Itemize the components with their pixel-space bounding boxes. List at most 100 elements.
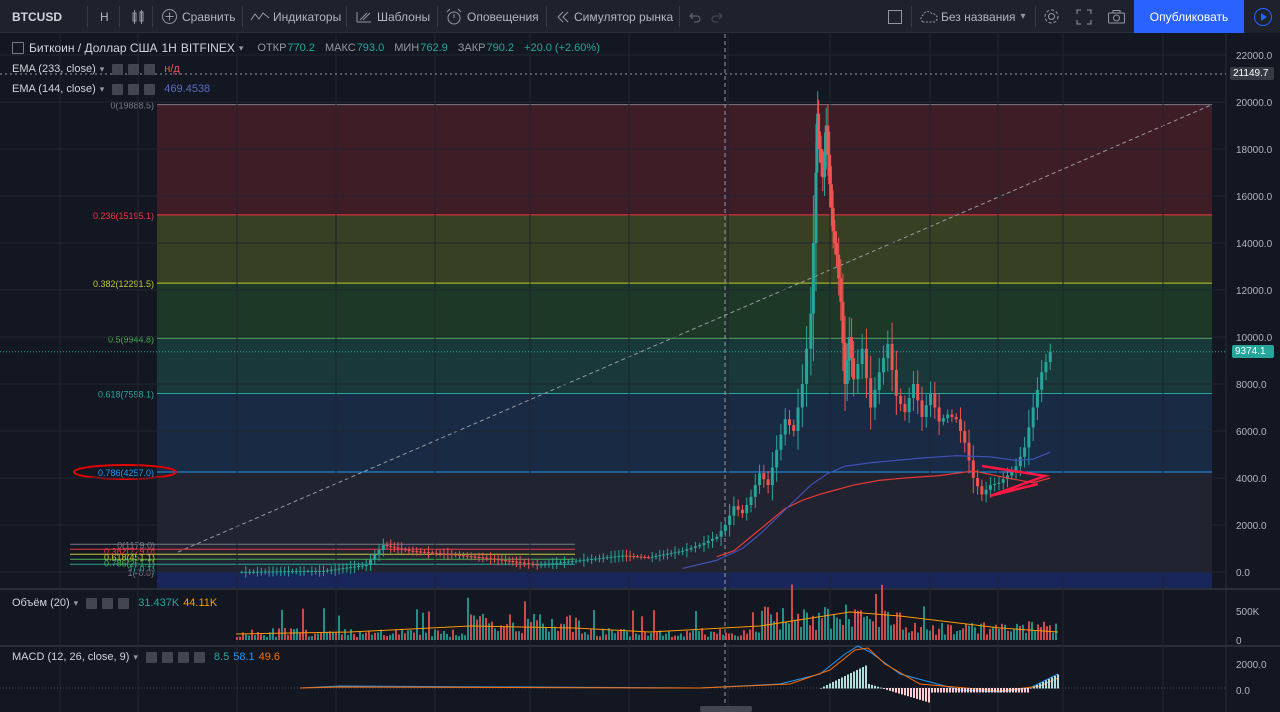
macd-histogram-bar: [931, 688, 933, 693]
volume-legend[interactable]: Объём (20) ▾ 31.437K 44.11K: [12, 597, 217, 609]
indicators-button[interactable]: Индикаторы: [250, 0, 341, 33]
candle-body: [594, 558, 598, 560]
volume-bar: [623, 629, 625, 640]
candle-body: [937, 407, 941, 422]
volume-bar: [596, 635, 598, 640]
candle-body: [485, 557, 489, 559]
compare-button[interactable]: Сравнить: [161, 0, 235, 33]
volume-bar: [1052, 632, 1054, 640]
macd-legend[interactable]: MACD (12, 26, close, 9) ▾ 8.5 58.1 49.6: [12, 651, 280, 663]
interval-button[interactable]: H: [100, 0, 109, 33]
candle-body: [890, 344, 894, 370]
candle-body: [255, 571, 259, 573]
macd-histogram-bar: [1036, 685, 1038, 689]
macd-histogram-bar: [1012, 688, 1014, 693]
candle-body: [240, 571, 244, 573]
chevron-down-icon[interactable]: ▾: [133, 651, 138, 662]
macd-histogram-bar: [1051, 677, 1053, 689]
volume-bar: [686, 630, 688, 640]
settings-button[interactable]: [1043, 0, 1060, 33]
price-axis-label: 0.0: [1236, 568, 1250, 579]
candle-body: [527, 563, 531, 565]
macd-histogram-bar: [949, 688, 951, 693]
volume-bar: [590, 629, 592, 640]
fullscreen-button[interactable]: [1076, 0, 1092, 33]
candle-body: [1018, 456, 1022, 467]
volume-bar: [1025, 632, 1027, 640]
macd-histogram-bar: [883, 688, 885, 689]
more-icon[interactable]: [193, 651, 205, 663]
volume-bar: [770, 614, 772, 640]
candle-body: [916, 384, 920, 401]
snapshot-button[interactable]: [1107, 0, 1126, 33]
volume-bar: [392, 633, 394, 640]
candle-body: [400, 548, 404, 550]
layout-name-button[interactable]: Без названия ▾: [918, 0, 1031, 33]
volume-bar: [851, 626, 853, 640]
macd-histogram-bar: [1054, 676, 1056, 689]
candle-body: [841, 301, 845, 343]
templates-button[interactable]: Шаблоны: [355, 0, 430, 33]
publish-button[interactable]: Опубликовать: [1134, 0, 1244, 33]
volume-bar: [236, 636, 238, 640]
eye-icon[interactable]: [86, 597, 98, 609]
chevron-down-icon[interactable]: ▾: [238, 42, 244, 53]
volume-bar: [632, 610, 634, 640]
volume-bar: [524, 601, 526, 640]
candle-body: [911, 384, 915, 399]
chart-type-button[interactable]: [131, 0, 145, 33]
price-axis[interactable]: 22000.0 20000.0 18000.0 16000.0 14000.0 12000…: [700, 51, 1273, 712]
gear-icon[interactable]: [128, 63, 140, 75]
gear-icon[interactable]: [102, 597, 114, 609]
eye-icon[interactable]: [145, 651, 157, 663]
close-icon[interactable]: [144, 83, 156, 95]
volume-bar: [326, 631, 328, 640]
ema144-legend[interactable]: EMA (144, close) ▾ 469.4538: [12, 83, 210, 95]
gear-icon: [1044, 9, 1059, 24]
close-icon[interactable]: [118, 597, 130, 609]
redo-button[interactable]: [710, 0, 724, 33]
macd-histogram-bar: [850, 673, 852, 689]
candle-body: [624, 555, 628, 557]
alerts-button[interactable]: Оповещения: [445, 0, 539, 33]
volume-bar: [899, 612, 901, 640]
ema233-legend[interactable]: EMA (233, close) ▾ н/д: [12, 63, 180, 75]
fibonacci-retracement[interactable]: 0(19888.5) 0.236(15195.1) 0.382(12291.5) 0.…: [70, 101, 1213, 588]
candle-body: [662, 554, 666, 556]
eye-icon[interactable]: [112, 63, 124, 75]
fullscreen-select-button[interactable]: [887, 0, 903, 33]
chart-canvas[interactable]: 0(19888.5) 0.236(15195.1) 0.382(12291.5) 0.…: [0, 34, 1280, 712]
undo-button[interactable]: [688, 0, 702, 33]
ema144-value: 469.4538: [164, 83, 211, 95]
candle-body: [809, 313, 813, 349]
volume-bar: [545, 627, 547, 640]
volume-bar: [860, 610, 862, 640]
symbol-search[interactable]: BTCUSD: [12, 0, 62, 33]
volume-bar: [515, 631, 517, 640]
fib-zone: [157, 104, 1212, 215]
volume-bar: [542, 623, 544, 640]
candle-body: [860, 348, 864, 365]
collapse-icon[interactable]: [12, 42, 24, 54]
chevron-down-icon[interactable]: ▾: [99, 83, 105, 94]
candle-body: [770, 467, 774, 486]
candle-body: [839, 278, 843, 302]
volume-bar: [842, 625, 844, 640]
volume-pane: [235, 584, 1059, 640]
eye-icon[interactable]: [112, 83, 124, 95]
candle-body: [715, 536, 719, 539]
gear-icon[interactable]: [161, 651, 173, 663]
volume-bar: [767, 607, 769, 640]
close-icon[interactable]: [144, 63, 156, 75]
gear-icon[interactable]: [128, 83, 140, 95]
macd-histogram-bar: [853, 671, 855, 689]
close-icon[interactable]: [177, 651, 189, 663]
volume-bar: [971, 623, 973, 640]
volume-bar: [251, 629, 253, 640]
play-button[interactable]: [1245, 0, 1280, 33]
replay-button[interactable]: Симулятор рынка: [556, 0, 673, 33]
chevron-down-icon[interactable]: ▾: [99, 63, 105, 74]
candle-body: [775, 449, 779, 468]
price-axis-label: 16000.0: [1236, 192, 1273, 203]
chevron-down-icon[interactable]: ▾: [73, 597, 79, 608]
